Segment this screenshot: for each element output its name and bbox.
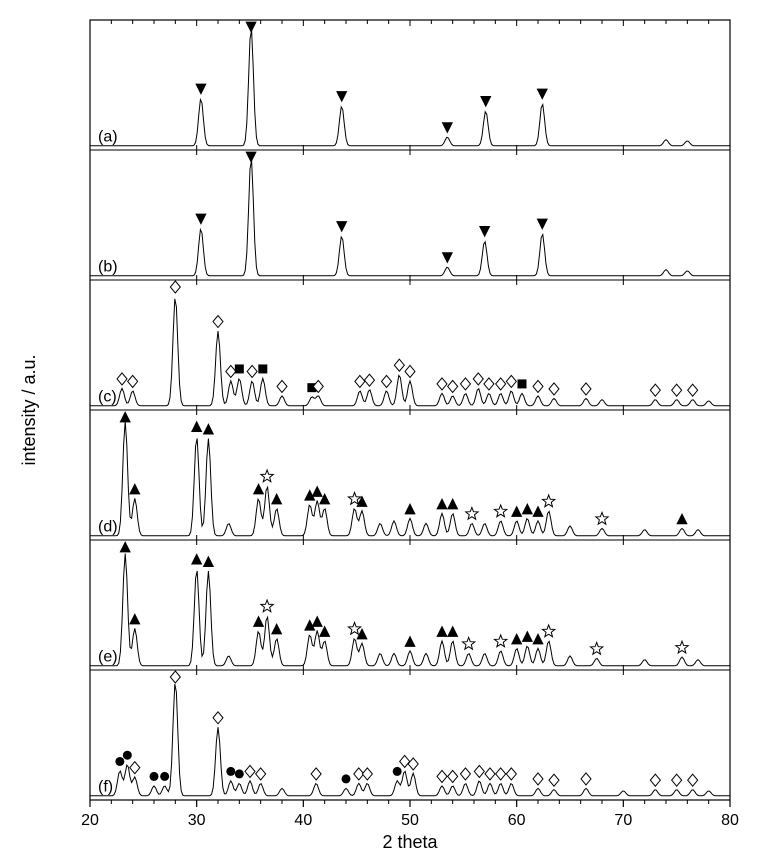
- x-tick-label: 50: [401, 812, 419, 829]
- x-tick-label: 30: [188, 812, 206, 829]
- y-axis-label: intensity / a.u.: [19, 354, 39, 465]
- x-tick-label: 40: [294, 812, 312, 829]
- panel-label-e: (e): [98, 648, 118, 665]
- panel-label-a: (a): [98, 128, 118, 145]
- panel-label-f: (f): [98, 778, 113, 795]
- x-axis-label: 2 theta: [382, 832, 438, 852]
- chart-svg: 20 30 40 50 60 70 80 2 theta intensity / a.u. (a)…: [0, 0, 757, 863]
- x-tick-label: 80: [721, 812, 739, 829]
- panel-label-d: (d): [98, 518, 118, 535]
- x-tick-label: 70: [614, 812, 632, 829]
- x-tick-label: 60: [508, 812, 526, 829]
- panel-label-b: (b): [98, 258, 118, 275]
- x-tick-label: 20: [81, 812, 99, 829]
- panel-label-c: (c): [98, 388, 117, 405]
- xrd-chart: 20 30 40 50 60 70 80 2 theta intensity / a.u. (a)…: [0, 0, 757, 863]
